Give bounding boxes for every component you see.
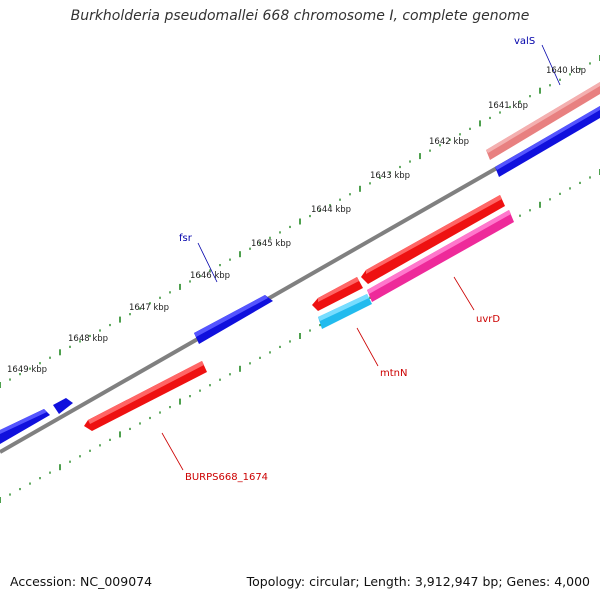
feature-mtnN[interactable] [318, 294, 372, 329]
kbp-label: 1640 kbp [546, 66, 586, 76]
gene-label-fsr[interactable]: fsr [179, 233, 193, 244]
feature-valS-track[interactable] [486, 82, 600, 160]
kbp-label: 1645 kbp [251, 239, 291, 249]
feature-valS[interactable] [495, 106, 600, 177]
leader-BURPS668_1674 [161, 432, 184, 471]
accession-text: Accession: NC_009074 [10, 574, 153, 589]
feature-small-blue[interactable] [53, 398, 73, 414]
kbp-label: 1644 kbp [311, 205, 351, 215]
kbp-label: 1641 kbp [488, 101, 528, 111]
leader-valS [541, 44, 561, 86]
leader-uvrD [453, 276, 475, 311]
kbp-label: 1643 kbp [370, 171, 410, 181]
leader-fsr [197, 242, 218, 283]
gene-label-BURPS668_1674[interactable]: BURPS668_1674 [185, 472, 268, 483]
feature-BURPS668_1674[interactable] [84, 361, 207, 431]
gene-label-uvrD[interactable]: uvrD [476, 314, 500, 325]
kbp-label: 1646 kbp [190, 271, 230, 281]
map-title: Burkholderia pseudomallei 668 chromosome… [70, 8, 530, 24]
leader-mtnN [356, 327, 379, 367]
kbp-label: 1647 kbp [129, 303, 169, 313]
kbp-label: 1649 kbp [7, 365, 47, 375]
feature-uvrD-red[interactable] [361, 195, 505, 284]
kbp-label: 1648 kbp [68, 334, 108, 344]
feature-fsr[interactable] [194, 295, 273, 344]
gene-label-mtnN[interactable]: mtnN [380, 368, 407, 379]
genome-summary-text: Topology: circular; Length: 3,912,947 bp… [246, 574, 590, 589]
feature-mtnN-red[interactable] [312, 277, 363, 311]
gene-label-valS[interactable]: valS [514, 36, 535, 47]
feature-left-blue[interactable] [0, 409, 50, 444]
feature-uvrD-pink[interactable] [367, 210, 514, 302]
kbp-label: 1642 kbp [429, 137, 469, 147]
